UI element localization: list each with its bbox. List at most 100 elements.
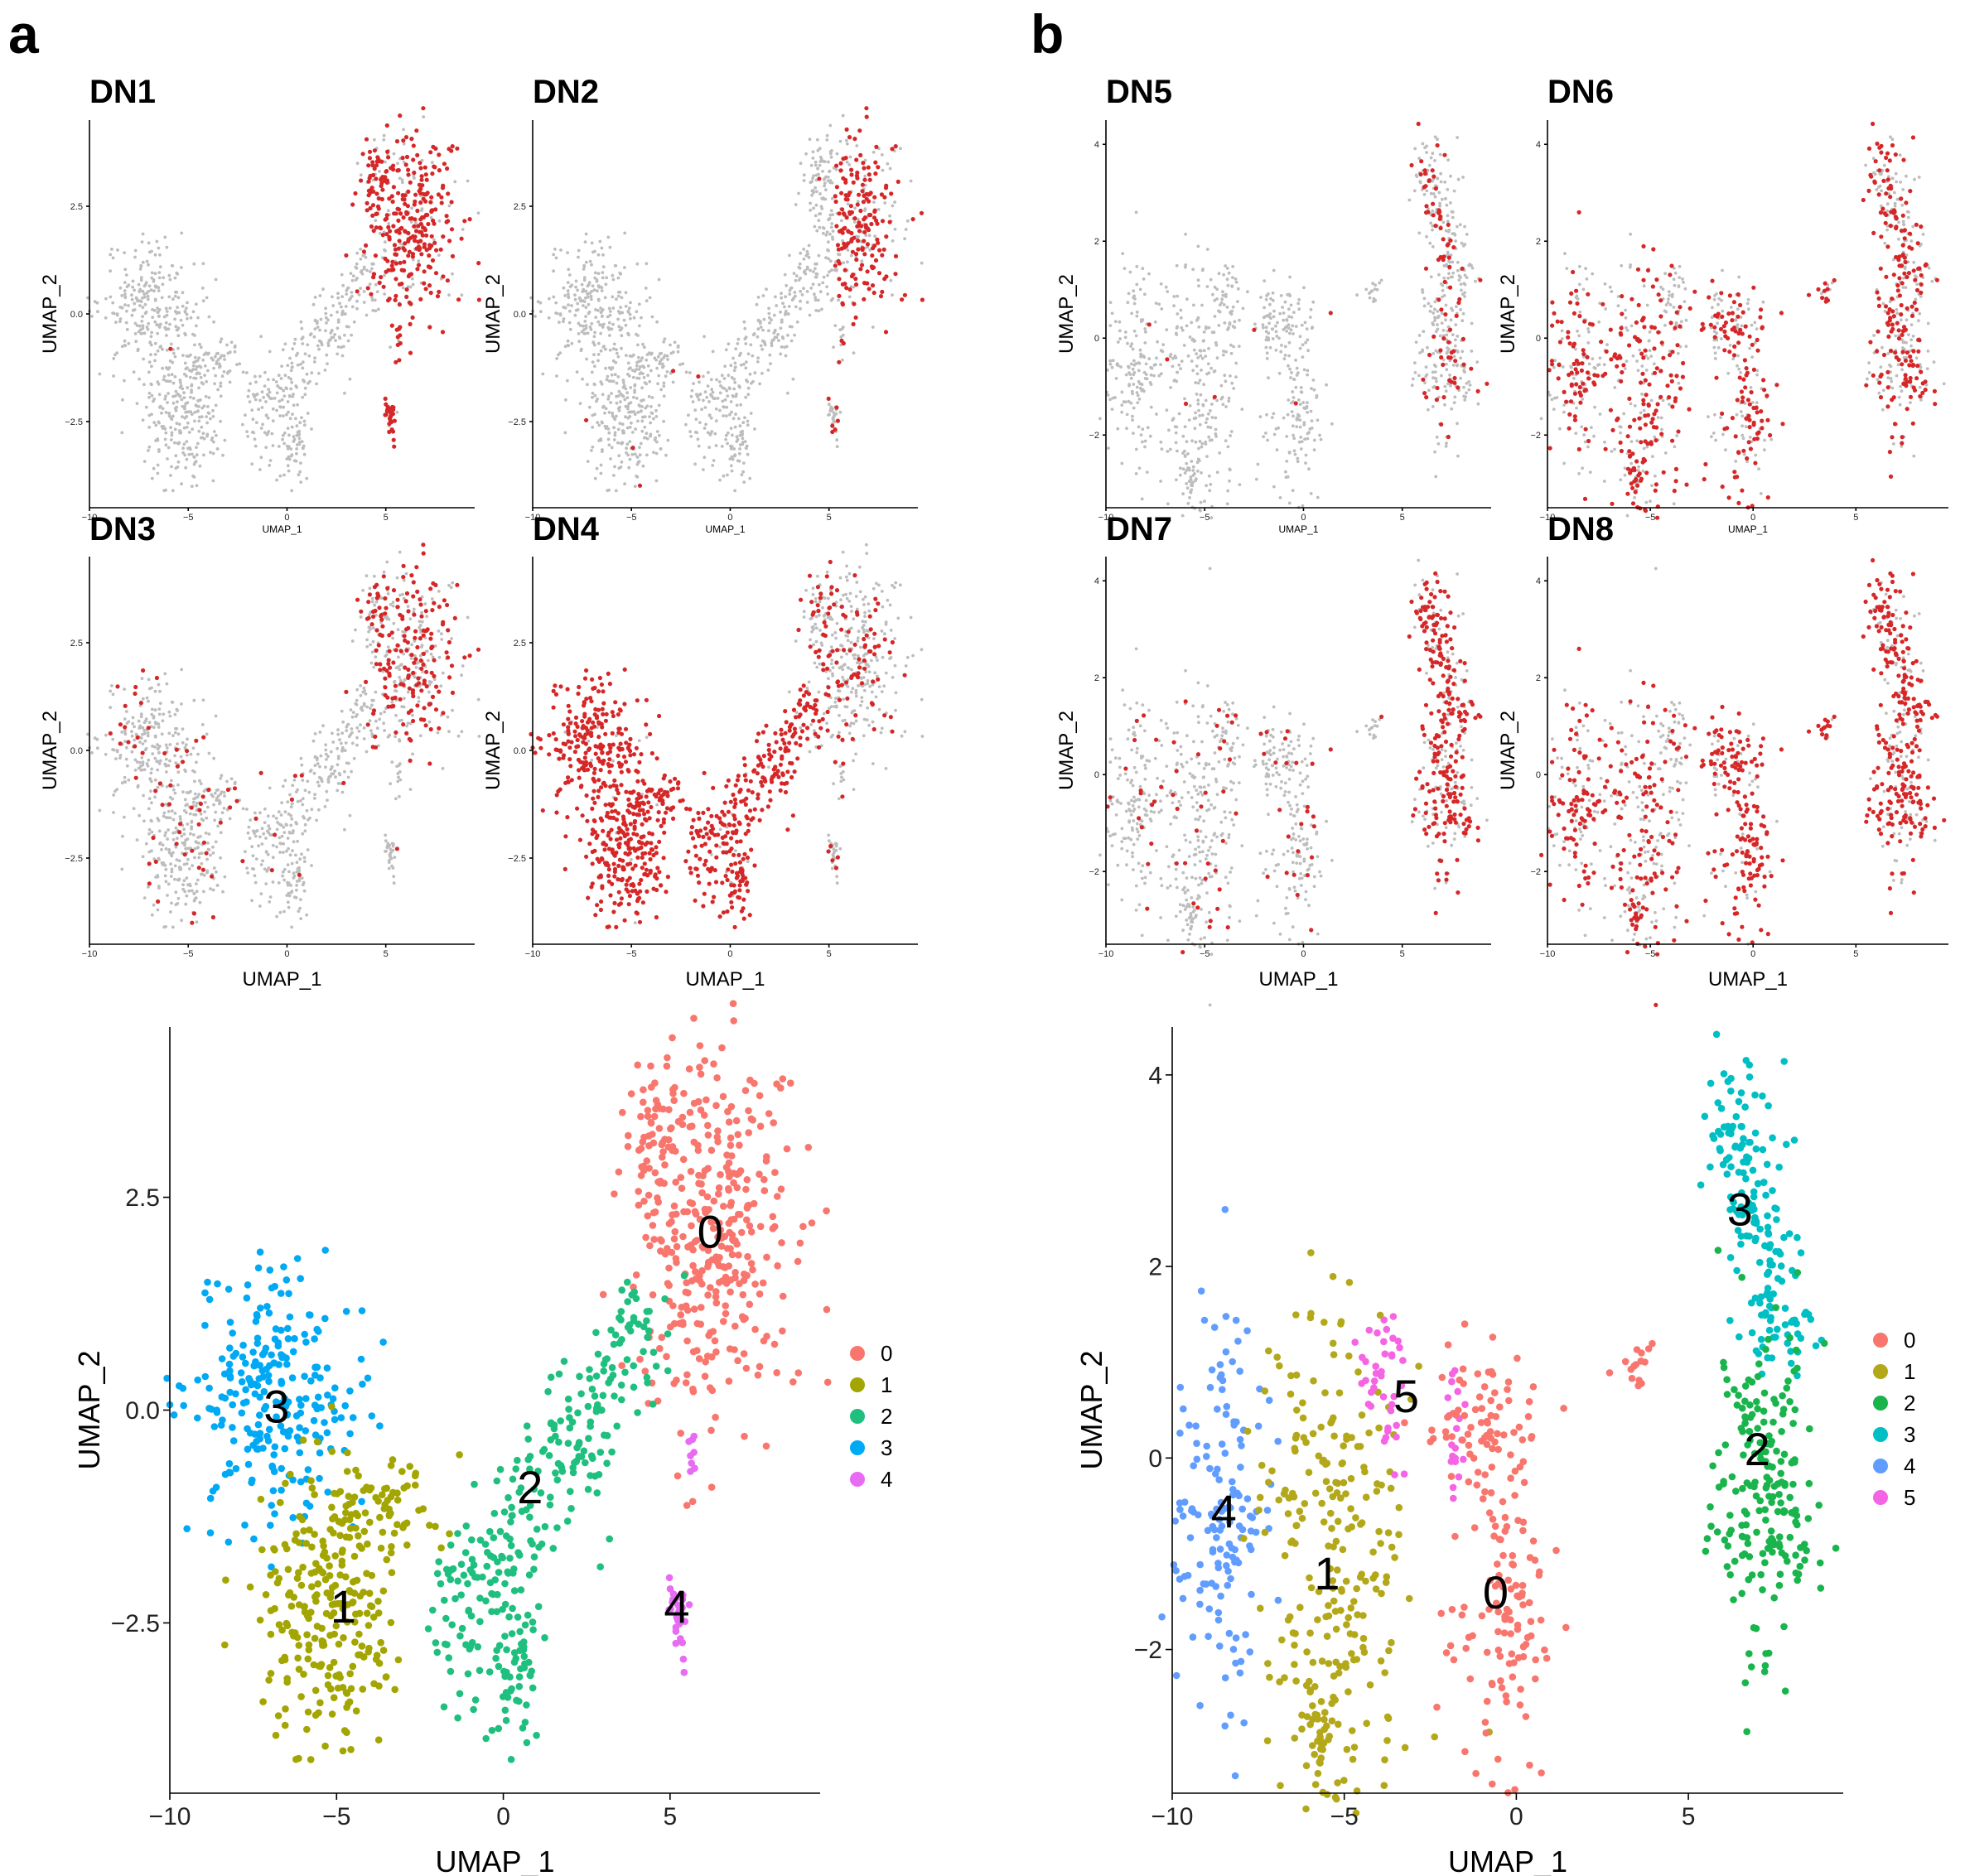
cell-point-highlight bbox=[808, 644, 813, 649]
cell-point-highlight bbox=[115, 684, 120, 689]
cell-point bbox=[411, 282, 415, 287]
cell-point bbox=[255, 829, 259, 832]
cell-point-highlight bbox=[168, 783, 173, 788]
cell-point-highlight bbox=[374, 596, 379, 600]
cell-point-highlight bbox=[851, 321, 856, 326]
cell-point bbox=[690, 388, 694, 393]
cell-point bbox=[163, 672, 167, 676]
cell-point-highlight bbox=[419, 252, 424, 257]
cell-point bbox=[175, 422, 179, 425]
cell-point-highlight bbox=[593, 751, 598, 756]
cell-point bbox=[194, 796, 198, 800]
cell-point bbox=[155, 285, 158, 288]
cell-point bbox=[607, 379, 611, 383]
cell-point bbox=[791, 377, 795, 381]
cell-point bbox=[741, 436, 745, 441]
cell-point bbox=[361, 690, 365, 694]
cell-point bbox=[809, 181, 813, 185]
cell-point bbox=[559, 248, 562, 252]
cell-point bbox=[706, 431, 710, 435]
cell-point-highlight bbox=[367, 592, 372, 597]
cell-point bbox=[259, 892, 263, 896]
cell-point bbox=[325, 321, 328, 325]
cell-point-highlight bbox=[873, 160, 878, 165]
cell-point-highlight bbox=[910, 217, 915, 222]
cell-point bbox=[164, 880, 168, 884]
cell-point bbox=[173, 394, 177, 398]
cell-point bbox=[688, 371, 692, 374]
cell-point bbox=[601, 393, 605, 397]
cell-point bbox=[377, 307, 380, 311]
cell-point bbox=[735, 435, 739, 439]
cell-point-highlight bbox=[450, 144, 455, 149]
cell-point-highlight bbox=[118, 722, 123, 727]
cell-point bbox=[165, 245, 169, 249]
cell-point-highlight bbox=[411, 594, 416, 599]
cell-point bbox=[852, 285, 856, 289]
cell-point-highlight bbox=[838, 161, 843, 166]
cell-point bbox=[362, 703, 366, 707]
cell-point bbox=[291, 347, 295, 351]
cell-point bbox=[214, 403, 218, 408]
cell-point-highlight bbox=[440, 186, 446, 190]
cell-point-highlight bbox=[385, 149, 390, 154]
cell-point-highlight bbox=[877, 248, 882, 253]
cell-point-highlight bbox=[616, 726, 621, 731]
cell-point bbox=[596, 398, 599, 401]
cell-point bbox=[420, 207, 424, 211]
cell-point bbox=[132, 807, 136, 811]
cell-point bbox=[225, 371, 229, 375]
cell-point bbox=[739, 363, 743, 367]
cell-point bbox=[604, 282, 608, 287]
cell-point bbox=[199, 835, 202, 838]
cell-point bbox=[345, 729, 349, 732]
cell-point bbox=[205, 434, 209, 438]
cell-point-highlight bbox=[577, 684, 582, 690]
cell-point bbox=[429, 652, 433, 656]
cell-point bbox=[326, 341, 331, 345]
cell-point bbox=[289, 369, 293, 373]
cell-point-highlight bbox=[240, 859, 245, 864]
cell-point bbox=[584, 324, 588, 328]
cell-point-highlight bbox=[827, 605, 832, 610]
cell-point bbox=[123, 281, 127, 284]
cell-point bbox=[150, 830, 154, 834]
cell-point-highlight bbox=[600, 725, 605, 730]
cell-point bbox=[260, 406, 264, 409]
cell-point-highlight bbox=[429, 670, 434, 675]
cell-point bbox=[847, 666, 851, 670]
cell-point bbox=[212, 756, 215, 760]
cell-point bbox=[178, 394, 182, 398]
cell-point bbox=[187, 889, 191, 893]
cell-point bbox=[289, 823, 293, 827]
cell-point bbox=[207, 832, 211, 836]
cell-point bbox=[149, 353, 152, 357]
cell-point bbox=[355, 306, 359, 311]
cell-point bbox=[597, 423, 601, 427]
cell-point-highlight bbox=[582, 755, 587, 760]
cell-point-highlight bbox=[596, 707, 601, 712]
cell-point bbox=[814, 596, 818, 600]
cell-point-highlight bbox=[379, 614, 384, 619]
cell-point bbox=[786, 333, 789, 337]
cell-point bbox=[612, 474, 616, 477]
cell-point bbox=[841, 675, 844, 679]
cell-point bbox=[562, 317, 566, 321]
cell-point bbox=[207, 412, 211, 415]
cell-point bbox=[824, 233, 828, 237]
cell-point bbox=[453, 180, 457, 184]
cell-point-highlight bbox=[617, 747, 622, 752]
cell-point bbox=[253, 834, 258, 838]
cell-point bbox=[282, 431, 287, 435]
cell-point-highlight bbox=[383, 676, 388, 681]
cell-point-highlight bbox=[638, 801, 643, 806]
cell-point bbox=[848, 591, 852, 596]
cell-point bbox=[829, 645, 833, 649]
cell-point bbox=[807, 680, 811, 684]
x-axis-label: UMAP_1 bbox=[705, 523, 745, 535]
cell-point bbox=[153, 795, 157, 799]
cell-point bbox=[171, 381, 176, 385]
cell-point bbox=[343, 391, 346, 395]
cell-point-highlight bbox=[816, 608, 821, 614]
